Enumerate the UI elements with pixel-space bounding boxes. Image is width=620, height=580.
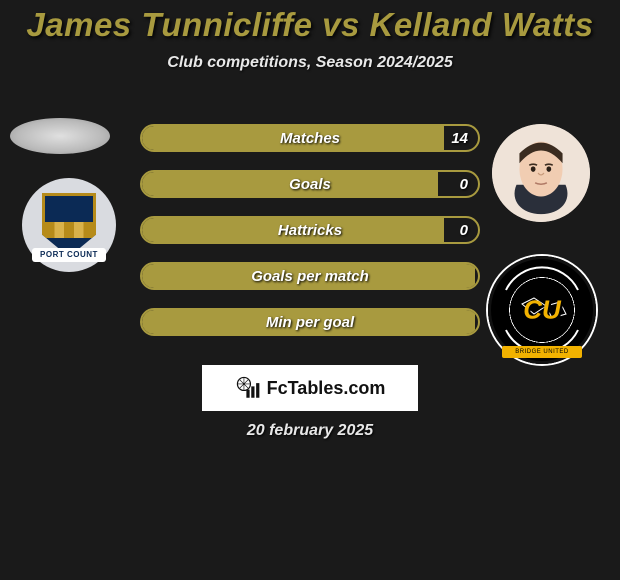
stat-label: Goals per match bbox=[142, 264, 478, 288]
crest-left-banner: PORT COUNT bbox=[32, 248, 106, 262]
page-title: James Tunnicliffe vs Kelland Watts bbox=[0, 0, 620, 44]
report-date: 20 february 2025 bbox=[0, 422, 620, 440]
ball-chart-icon bbox=[235, 375, 261, 401]
stat-label: Min per goal bbox=[142, 310, 478, 334]
stat-bars: Matches 14 Goals 0 Hattricks 0 Goals per… bbox=[140, 124, 480, 354]
stat-bar: Matches 14 bbox=[140, 124, 480, 152]
stat-value: 14 bbox=[451, 126, 468, 150]
page-subtitle: Club competitions, Season 2024/2025 bbox=[0, 54, 620, 72]
stat-label: Goals bbox=[142, 172, 478, 196]
crest-right-banner: BRIDGE UNITED bbox=[502, 346, 582, 358]
stat-bar: Min per goal bbox=[140, 308, 480, 336]
logo-text: FcTables.com bbox=[267, 378, 386, 399]
fctables-logo: FcTables.com bbox=[202, 365, 418, 411]
player-right-avatar bbox=[492, 124, 590, 222]
stat-value: 0 bbox=[460, 172, 468, 196]
stat-value: 0 bbox=[460, 218, 468, 242]
stat-label: Hattricks bbox=[142, 218, 478, 242]
stat-bar: Hattricks 0 bbox=[140, 216, 480, 244]
stat-bar: Goals 0 bbox=[140, 170, 480, 198]
club-crest-right: CU BRIDGE UNITED bbox=[488, 256, 596, 364]
face-icon bbox=[492, 124, 590, 222]
stat-bar: Goals per match bbox=[140, 262, 480, 290]
player-left-avatar-placeholder bbox=[10, 118, 110, 154]
ball-ring-icon: CU BRIDGE UNITED bbox=[488, 256, 596, 364]
club-crest-left: PORT COUNT bbox=[22, 178, 116, 272]
stat-label: Matches bbox=[142, 126, 478, 150]
crest-right-initials: CU bbox=[523, 295, 561, 326]
